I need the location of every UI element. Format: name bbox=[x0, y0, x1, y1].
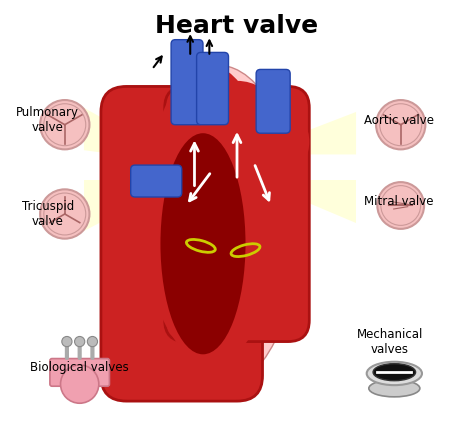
Circle shape bbox=[61, 365, 99, 403]
Ellipse shape bbox=[146, 65, 273, 363]
Ellipse shape bbox=[161, 133, 246, 354]
FancyBboxPatch shape bbox=[131, 165, 182, 197]
Circle shape bbox=[44, 193, 86, 235]
Circle shape bbox=[380, 104, 422, 146]
Polygon shape bbox=[84, 180, 182, 231]
Ellipse shape bbox=[144, 74, 280, 363]
FancyBboxPatch shape bbox=[164, 86, 310, 342]
Circle shape bbox=[381, 186, 420, 226]
Circle shape bbox=[40, 189, 90, 239]
Circle shape bbox=[377, 182, 424, 229]
Text: Aortic valve: Aortic valve bbox=[364, 114, 434, 127]
Circle shape bbox=[44, 104, 86, 146]
Text: Heart valve: Heart valve bbox=[155, 14, 319, 38]
FancyBboxPatch shape bbox=[256, 69, 290, 133]
Polygon shape bbox=[84, 108, 182, 163]
Ellipse shape bbox=[224, 104, 301, 316]
Ellipse shape bbox=[367, 362, 422, 385]
Ellipse shape bbox=[373, 364, 416, 380]
Circle shape bbox=[74, 336, 85, 347]
Circle shape bbox=[376, 100, 425, 149]
Circle shape bbox=[40, 100, 90, 149]
Polygon shape bbox=[246, 112, 356, 155]
Text: Pulmonary
valve: Pulmonary valve bbox=[16, 107, 79, 134]
Text: Biological valves: Biological valves bbox=[30, 360, 129, 374]
Text: Tricuspid
valve: Tricuspid valve bbox=[22, 200, 74, 228]
Polygon shape bbox=[254, 180, 356, 223]
Ellipse shape bbox=[137, 65, 299, 388]
Ellipse shape bbox=[203, 95, 288, 316]
FancyBboxPatch shape bbox=[171, 40, 203, 125]
FancyBboxPatch shape bbox=[101, 86, 263, 401]
Circle shape bbox=[62, 336, 72, 347]
Ellipse shape bbox=[369, 380, 420, 397]
Ellipse shape bbox=[280, 116, 310, 167]
Text: Mitral valve: Mitral valve bbox=[364, 195, 433, 208]
FancyBboxPatch shape bbox=[197, 52, 228, 125]
FancyBboxPatch shape bbox=[50, 359, 109, 386]
Circle shape bbox=[87, 336, 98, 347]
Text: Mechanical
valves: Mechanical valves bbox=[357, 327, 423, 356]
